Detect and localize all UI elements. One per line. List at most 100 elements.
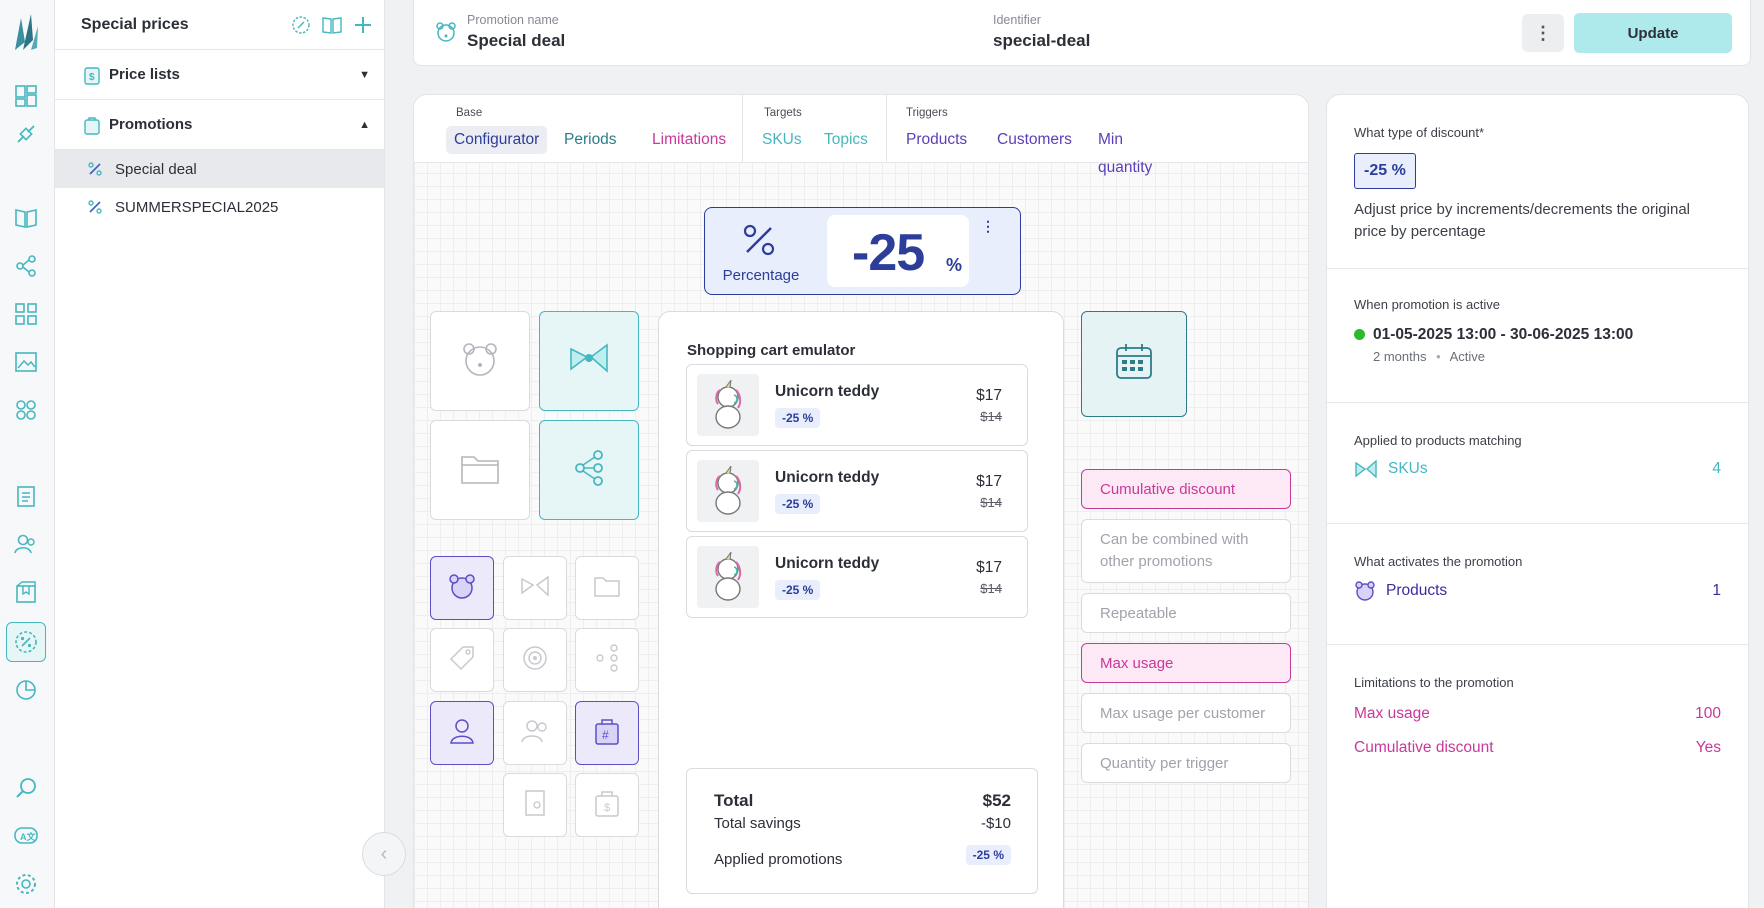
product-target-tile[interactable]	[430, 311, 530, 411]
period-tile[interactable]	[1081, 311, 1187, 417]
discount-value: -25	[852, 224, 925, 282]
unicorn-teddy-image	[697, 546, 759, 608]
media-icon[interactable]	[10, 346, 42, 378]
tab-customers[interactable]: Customers	[997, 131, 1072, 148]
tab-min-quantity[interactable]: Min quantity	[1098, 131, 1153, 176]
option-max-usage[interactable]: Max usage	[1081, 643, 1291, 683]
trigger-document-tile[interactable]	[503, 773, 567, 837]
limit-cumulative-row[interactable]: Cumulative discount Yes	[1354, 739, 1721, 756]
option-cumulative-discount[interactable]: Cumulative discount	[1081, 469, 1291, 509]
option-quantity-per-trigger[interactable]: Quantity per trigger	[1081, 743, 1291, 783]
hierarchy-target-tile[interactable]	[539, 420, 639, 520]
chevron-left-icon: ‹	[380, 842, 388, 865]
search-icon[interactable]	[10, 772, 42, 804]
trigger-customer-tile[interactable]	[430, 701, 494, 765]
trigger-price-tag-tile[interactable]	[430, 628, 494, 692]
item-old-price: $14	[980, 581, 1002, 596]
sku-target-tile[interactable]	[539, 311, 639, 411]
integration-icon[interactable]	[10, 118, 42, 150]
active-duration-line: 2 months • Active	[1373, 349, 1485, 364]
orders-icon[interactable]	[10, 480, 42, 512]
cart-item[interactable]: Unicorn teddy -25 % $17 $14	[686, 536, 1028, 618]
users-icon[interactable]	[10, 528, 42, 560]
trigger-price-bag-tile[interactable]: $	[575, 773, 639, 837]
configurator-canvas: Base Configurator Periods Limitations Ta…	[413, 94, 1309, 908]
translate-icon[interactable]: A文	[10, 820, 42, 852]
shopping-cart-emulator: Shopping cart emulator Unicorn teddy -25…	[658, 311, 1064, 908]
option-max-usage-per-customer[interactable]: Max usage per customer	[1081, 693, 1291, 733]
tab-periods[interactable]: Periods	[564, 131, 617, 148]
summary-active-period: When promotion is active 01-05-2025 13:0…	[1327, 269, 1748, 403]
discount-card[interactable]: Percentage -25 % ⋮	[704, 207, 1021, 295]
topic-target-tile[interactable]	[430, 420, 530, 520]
discount-menu-icon[interactable]: ⋮	[981, 218, 995, 234]
brand-logo-icon[interactable]	[8, 10, 44, 54]
folder-icon	[460, 451, 500, 490]
catalog-icon[interactable]	[10, 202, 42, 234]
tab-configurator[interactable]: Configurator	[446, 126, 548, 154]
dashboard-icon[interactable]	[10, 80, 42, 112]
tab-bar: Base Configurator Periods Limitations Ta…	[414, 95, 1308, 176]
teddy-icon	[434, 20, 458, 49]
discount-badge: -25 %	[775, 580, 821, 600]
target-icon	[521, 644, 549, 677]
tree-group-promotions[interactable]: Promotions ▲	[55, 100, 384, 150]
hierarchy-icon[interactable]	[10, 250, 42, 282]
chevron-down-icon[interactable]: ▼	[359, 68, 370, 81]
chevron-up-icon[interactable]: ▲	[359, 118, 370, 131]
teddy-icon	[1354, 580, 1376, 602]
percent-badge-icon[interactable]	[291, 15, 311, 35]
percent-icon	[723, 220, 795, 265]
activation-products-row[interactable]: Products 1	[1354, 580, 1721, 602]
price-tag-icon	[448, 644, 476, 677]
option-repeatable[interactable]: Repeatable	[1081, 593, 1291, 633]
tab-divider	[886, 95, 887, 163]
cart-item[interactable]: Unicorn teddy -25 % $17 $14	[686, 364, 1028, 446]
tab-topics[interactable]: Topics	[824, 131, 868, 148]
discount-value-box[interactable]: -25 %	[827, 215, 969, 287]
update-button[interactable]: Update	[1574, 13, 1732, 53]
collapse-sidebar-button[interactable]: ‹	[362, 832, 406, 876]
percent-icon	[87, 199, 103, 215]
limit-max-usage-row[interactable]: Max usage 100	[1354, 705, 1721, 722]
applied-skus-row[interactable]: SKUs 4	[1354, 459, 1721, 479]
item-price: $17	[976, 387, 1002, 404]
trigger-topics-tile[interactable]	[575, 556, 639, 620]
cart-totals: Total $52 Total savings -$10 Applied pro…	[686, 768, 1038, 894]
more-options-button[interactable]: ⋮	[1522, 14, 1564, 52]
tree-item-summerspecial2025[interactable]: SUMMERSPECIAL2025	[55, 188, 384, 226]
modules-icon[interactable]	[10, 394, 42, 426]
tab-products[interactable]: Products	[906, 131, 968, 148]
option-combinable[interactable]: Can be combined with other promotions	[1081, 519, 1291, 583]
svg-text:$: $	[89, 72, 95, 83]
bow-icon	[1354, 459, 1378, 479]
trigger-min-quantity-tile[interactable]: #	[575, 701, 639, 765]
teddy-icon	[460, 339, 500, 384]
trigger-customer-group-tile[interactable]	[503, 701, 567, 765]
tree-group-price-lists[interactable]: $ Price lists ▼	[55, 50, 384, 100]
cart-item[interactable]: Unicorn teddy -25 % $17 $14	[686, 450, 1028, 532]
bow-icon	[567, 341, 611, 382]
active-status-dot	[1354, 329, 1365, 340]
percent-icon	[87, 161, 103, 177]
promotions-icon[interactable]	[6, 622, 46, 662]
cart-title: Shopping cart emulator	[687, 342, 856, 359]
active-status: Active	[1449, 349, 1485, 364]
analytics-icon[interactable]	[10, 674, 42, 706]
product-box-icon[interactable]	[10, 576, 42, 608]
trigger-products-tile[interactable]	[430, 556, 494, 620]
trigger-target-tile[interactable]	[503, 628, 567, 692]
settings-icon[interactable]	[10, 868, 42, 900]
book-icon[interactable]	[322, 15, 342, 35]
trigger-hierarchy-tile[interactable]	[575, 628, 639, 692]
add-icon[interactable]	[353, 15, 373, 35]
tree-title: Special prices	[81, 15, 189, 33]
hierarchy-icon	[596, 643, 618, 677]
folder-icon	[593, 574, 621, 603]
grid-icon[interactable]	[10, 298, 42, 330]
tab-skus[interactable]: SKUs	[762, 131, 802, 148]
tree-item-special-deal[interactable]: Special deal	[55, 150, 384, 188]
tab-limitations[interactable]: Limitations	[652, 131, 727, 148]
trigger-skus-tile[interactable]	[503, 556, 567, 620]
user-icon	[448, 717, 476, 750]
